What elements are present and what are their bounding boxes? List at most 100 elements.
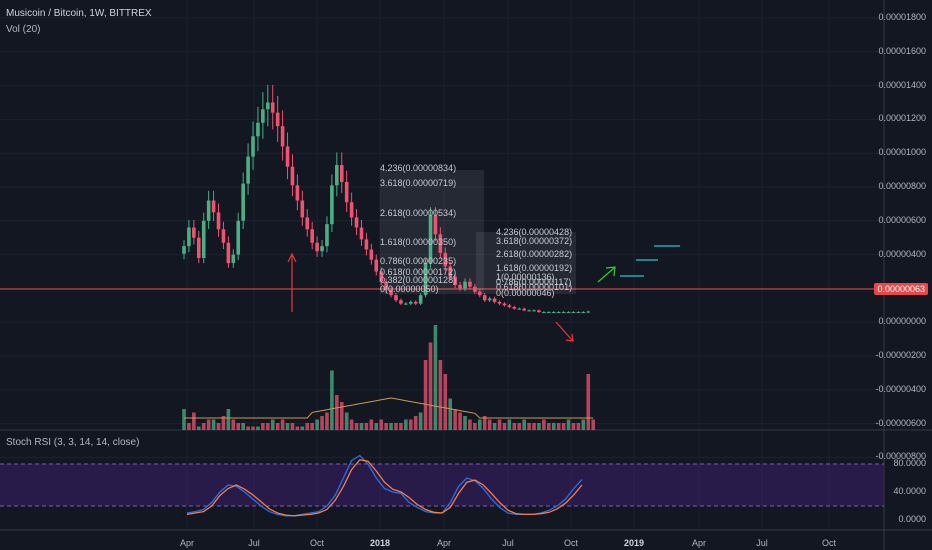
- volume-bar: [389, 423, 393, 430]
- volume-bar: [438, 360, 443, 430]
- candle-body: [221, 229, 226, 243]
- fib-level-label: 0.618(0.00000101): [496, 282, 573, 292]
- stoch-rsi-k-line: [186, 454, 583, 517]
- annotations: [287, 245, 680, 342]
- candle-body: [522, 308, 526, 311]
- volume-bar: [330, 370, 334, 430]
- fib-level-label: 3.618(0.00000719): [380, 178, 457, 188]
- candlestick-series: [182, 84, 591, 314]
- candle-body: [295, 185, 300, 201]
- candle-body: [443, 252, 448, 267]
- price-tick: 0.00001000: [878, 147, 926, 158]
- volume-bar: [522, 419, 526, 430]
- candle-body: [305, 217, 310, 230]
- candle-body: [532, 310, 536, 312]
- volume-bar: [492, 423, 497, 430]
- fib-level-label: 0.618(0.00000172): [380, 267, 457, 277]
- symbol-title: Musicoin / Bitcoin, 1W, BITTREX: [6, 8, 152, 19]
- volume-bar: [369, 419, 374, 430]
- time-tick: 2019: [623, 538, 645, 548]
- volume-bar: [433, 325, 438, 430]
- volume-bar: [379, 419, 383, 430]
- candle-body: [196, 237, 201, 258]
- fib-level-label: 0(0.00000050): [380, 284, 439, 294]
- volume-bar: [507, 419, 512, 430]
- candle-body: [310, 229, 314, 243]
- volume-bar: [280, 419, 285, 430]
- volume-bar: [354, 423, 359, 430]
- volume-bar: [468, 419, 472, 430]
- volume-bar: [320, 416, 324, 430]
- volume-bar: [295, 426, 300, 430]
- volume-bar: [374, 423, 379, 430]
- candle-body: [542, 312, 546, 314]
- volume-bar: [201, 423, 206, 430]
- stoch-rsi-pane: [0, 454, 884, 517]
- candle-body: [502, 303, 507, 306]
- fib-box-right: [476, 232, 576, 294]
- candle-body: [413, 301, 418, 304]
- candle-body: [192, 227, 196, 238]
- candle-body: [290, 166, 295, 186]
- candle-body: [581, 312, 586, 314]
- volume-bar: [339, 402, 344, 430]
- candle-body: [330, 185, 334, 225]
- candle-body: [285, 146, 290, 167]
- volume-bar: [192, 412, 196, 430]
- volume-bar: [290, 423, 295, 430]
- candle-body: [537, 310, 541, 313]
- volume-bar: [384, 423, 388, 430]
- candle-body: [389, 290, 393, 296]
- volume-bar: [305, 423, 310, 430]
- volume-bar: [428, 342, 433, 430]
- volume-ma-line: [184, 397, 594, 419]
- time-tick: Jul: [756, 538, 768, 548]
- volume-bar: [335, 395, 339, 430]
- fib-level-label: 1(0.00000136): [496, 272, 555, 282]
- volume-bar: [300, 426, 305, 430]
- fib-level-label: 0.786(0.00000117): [496, 277, 572, 287]
- fib-level-label: 0.786(0.00000235): [380, 256, 457, 266]
- volume-bar: [182, 409, 186, 430]
- volume-bar: [566, 419, 571, 430]
- candle-body: [335, 165, 339, 186]
- candle-body: [438, 234, 443, 253]
- candle-body: [547, 312, 551, 314]
- volume-bar: [551, 423, 556, 430]
- volume-bars: [182, 325, 595, 430]
- candle-body: [339, 165, 344, 182]
- price-tick: 0.00001200: [878, 113, 926, 124]
- price-tick: 0.00000000: [878, 316, 926, 327]
- price-tick: -0.00000800: [875, 451, 926, 462]
- volume-bar: [413, 416, 418, 430]
- volume-bar: [236, 423, 241, 430]
- candle-body: [551, 312, 556, 314]
- volume-bar: [349, 419, 354, 430]
- price-tick: -0.00000400: [875, 383, 926, 394]
- time-tick: Oct: [821, 538, 837, 548]
- candle-body: [433, 215, 438, 235]
- candle-body: [492, 298, 497, 302]
- volume-bar: [478, 419, 482, 430]
- volume-bar: [221, 416, 226, 430]
- candle-body: [448, 266, 453, 277]
- time-tick: 2018: [369, 538, 391, 548]
- volume-bar: [527, 423, 531, 430]
- volume-bar: [187, 423, 191, 430]
- stoch-rsi-label: Stoch RSI (3, 3, 14, 14, close): [6, 437, 140, 448]
- volume-bar: [458, 412, 462, 430]
- volume-bar: [206, 419, 211, 430]
- candle-body: [576, 312, 581, 314]
- time-tick: Apr: [691, 538, 707, 548]
- last-price-badge: 0.00000063: [874, 283, 928, 295]
- volume-bar: [517, 423, 522, 430]
- fib-level-label: 0(0.00000046): [496, 288, 555, 298]
- candle-body: [463, 281, 467, 289]
- time-tick: Apr: [179, 538, 195, 548]
- volume-bar: [537, 423, 541, 430]
- candle-body: [206, 200, 211, 221]
- candle-body: [517, 308, 522, 310]
- volume-bar: [251, 426, 255, 430]
- candle-body: [408, 301, 413, 304]
